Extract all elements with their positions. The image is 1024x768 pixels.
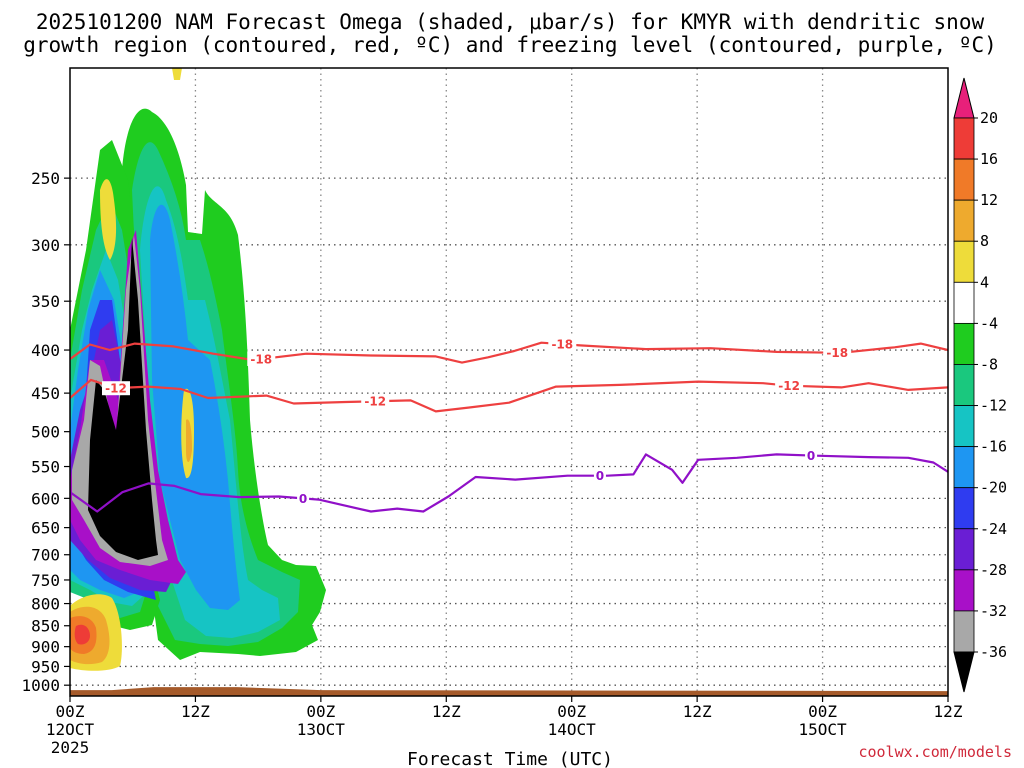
colorbar-bin [953,569,975,612]
colorbar-label: -36 [980,643,1007,661]
colorbar-bin [953,528,975,571]
contour-label: -18 [826,346,848,360]
contour-label: 0 [596,469,604,483]
colorbar-bin [953,487,975,530]
colorbar-label: -4 [980,314,998,332]
omega-shade-blue-column [150,204,240,611]
omega-shading [70,68,326,671]
x-axis-label: Forecast Time (UTC) [407,749,613,768]
colorbar-label: 12 [980,191,998,209]
contour-label-bg [593,468,606,483]
omega-shade-gold-mid [186,419,192,462]
colorbar-label: -24 [980,520,1007,538]
contour-label: 0 [807,449,815,463]
contour-label-bg [823,345,852,360]
y-tick-label: 500 [31,423,60,442]
y-axis: 250 300 350 400 450 500 550 600 650 700 750 800 850 9… [21,169,70,695]
x-tick-label: 00Z [557,702,586,721]
colorbar-bin [953,240,975,283]
contour-label-bg [297,491,310,506]
y-tick-label: 800 [31,595,60,614]
x-tick-label: 00Z [808,702,837,721]
x-tick-label: 12Z [432,702,461,721]
x-tick-label: 13OCT [297,720,346,739]
chart-title-line1: 2025101200 NAM Forecast Omega (shaded, μ… [36,10,985,34]
contour-label-bg [247,351,276,366]
colorbar-bin [953,322,975,365]
y-tick-label: 350 [31,292,60,311]
colorbar-bin [953,405,975,448]
contour-label: 0 [299,492,307,506]
x-tick-label: 00Z [56,702,85,721]
x-tick-label: 15OCT [798,720,847,739]
colorbar-label: -32 [980,602,1007,620]
gridlines [70,68,948,696]
y-tick-label: 1000 [21,676,60,695]
contour-lines: -18 -18 -18 -12 -12 -12 0 0 0 [70,337,948,513]
colorbar-label: -20 [980,479,1007,497]
colorbar-label: 20 [980,109,998,127]
contour-label: -12 [364,395,386,409]
contour-label-bg [548,337,577,352]
chart-title-line2: growth region (contoured, red, ºC) and f… [23,33,997,57]
colorbar-bin [953,364,975,406]
x-tick-label: 14OCT [548,720,597,739]
colorbar-label: -8 [980,355,998,373]
contour-label-bg [101,381,130,396]
omega-shade-yellow-aloft [100,179,117,260]
y-tick-label: 750 [31,571,60,590]
colorbar-bottom-arrow [953,651,975,693]
colorbar-label: 8 [980,232,989,250]
contour-line [70,453,948,513]
colorbar: 20 16 12 8 4 -4 -8 -12 -16 -20 -24 -28 -32 -36 [953,77,1007,693]
x-tick-label: 12Z [934,702,963,721]
x-tick-label: 12Z [181,702,210,721]
colorbar-label: 16 [980,150,998,168]
y-tick-label: 400 [31,341,60,360]
colorbar-label: -28 [980,561,1007,579]
contour-line [70,378,948,413]
terrain-band [70,687,948,696]
omega-shade-red-low [74,624,90,645]
colorbar-bin [953,446,975,489]
x-tick-label: 2025 [51,738,90,757]
x-tick-label: 12OCT [46,720,95,739]
colorbar-top-arrow [953,77,975,119]
contour-line [70,341,948,364]
contour-label: -18 [551,338,573,352]
colorbar-bin [953,610,975,653]
contour-label: -12 [778,379,800,393]
y-tick-label: 700 [31,546,60,565]
y-tick-label: 600 [31,489,60,508]
credit-text: coolwx.com/models [858,743,1012,761]
colorbar-bin [953,117,975,160]
contour-label-bg [361,394,390,409]
contour-label: -12 [105,382,127,396]
omega-shade-black [88,238,158,560]
y-tick-label: 550 [31,458,60,477]
x-tick-label: 12Z [683,702,712,721]
colorbar-bin [953,199,975,242]
colorbar-bin [953,158,975,201]
colorbar-label: -16 [980,438,1007,456]
y-tick-label: 900 [31,638,60,657]
contour-label-bg [805,448,818,463]
y-tick-label: 300 [31,236,60,255]
plot-frame [69,67,949,697]
y-tick-label: 450 [31,384,60,403]
y-tick-label: 950 [31,657,60,676]
colorbar-bin [953,281,975,324]
y-tick-label: 650 [31,519,60,538]
x-tick-label: 00Z [306,702,335,721]
contour-label: -18 [250,352,272,366]
omega-shade-yellow-top [172,68,182,80]
contour-label-bg [775,378,804,393]
y-tick-label: 850 [31,617,60,636]
colorbar-label: -12 [980,397,1007,415]
y-tick-label: 250 [31,169,60,188]
colorbar-label: 4 [980,273,989,291]
